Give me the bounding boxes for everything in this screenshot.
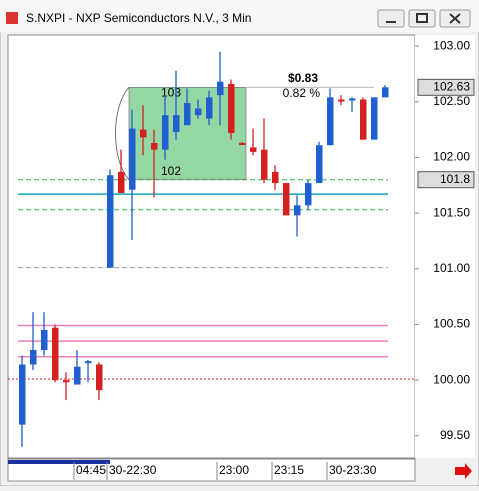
x-tick-label: 30-23:30	[329, 463, 377, 477]
x-tick-label: 04:45	[76, 463, 106, 477]
y-tick-label: 101.50	[433, 205, 470, 219]
price-label: 102.63	[433, 79, 470, 93]
candle-body	[162, 115, 169, 150]
price-label-box	[417, 78, 475, 96]
change-pct-label: 0.82 %	[283, 86, 321, 100]
y-tick-label: 100.00	[433, 372, 470, 386]
candle-body	[239, 142, 246, 145]
y-tick-label: 99.50	[440, 428, 470, 442]
candle-body	[118, 171, 125, 194]
y-tick-label: 103.00	[433, 38, 470, 52]
candle-body	[327, 97, 334, 146]
x-tick-label: 30-22:30	[109, 463, 157, 477]
candle-body	[294, 205, 301, 216]
candle-body	[52, 327, 59, 381]
candle-body	[228, 83, 235, 133]
x-tick-label: 23:15	[274, 463, 304, 477]
candle-body	[63, 380, 70, 383]
candle-body	[85, 361, 92, 364]
maximize-icon	[416, 13, 428, 23]
price-label: 101.8	[440, 172, 470, 186]
candle-body	[151, 142, 158, 150]
candle-body	[184, 102, 191, 126]
candle-body	[316, 145, 323, 184]
candle-body	[107, 175, 114, 268]
y-tick-label: 101.00	[433, 261, 470, 275]
scroll-thumb[interactable]	[8, 460, 110, 464]
y-tick-label: 102.00	[433, 150, 470, 164]
candle-body	[19, 364, 26, 425]
candle-body	[261, 149, 268, 180]
candle-body	[140, 129, 147, 138]
price-label-box	[417, 171, 475, 189]
y-tick-label: 100.50	[433, 317, 470, 331]
candle-body	[74, 366, 81, 385]
price-axis	[415, 35, 475, 458]
candle-body	[129, 128, 136, 190]
close-icon	[449, 13, 461, 24]
candle-body	[349, 98, 356, 101]
candle-body	[272, 171, 279, 184]
candle-body	[382, 87, 389, 98]
candle-body	[206, 97, 213, 119]
candle-body	[217, 81, 224, 96]
candle-body	[305, 183, 312, 206]
candle-body	[338, 99, 345, 102]
scroll-right-arrow[interactable]	[455, 463, 472, 479]
x-tick-label: 23:00	[219, 463, 249, 477]
range-low-label: 102	[161, 164, 181, 178]
range-high-label: 103	[161, 85, 181, 99]
candle-body	[41, 329, 48, 351]
candle-body	[30, 350, 37, 365]
candle-body	[173, 115, 180, 132]
candle-body	[195, 108, 202, 116]
y-tick-label: 102.50	[433, 94, 470, 108]
candle-body	[250, 147, 257, 152]
candle-body	[360, 99, 367, 140]
candle-body	[371, 97, 378, 140]
candle-body	[96, 364, 103, 391]
maximize-button[interactable]	[408, 9, 436, 28]
candle-body	[283, 183, 290, 216]
minimize-button[interactable]	[377, 9, 405, 28]
app-icon	[6, 12, 18, 24]
change-label: $0.83	[288, 71, 318, 85]
window-title: S.NXPI - NXP Semiconductors N.V., 3 Min	[26, 11, 251, 25]
time-axis	[7, 458, 416, 482]
